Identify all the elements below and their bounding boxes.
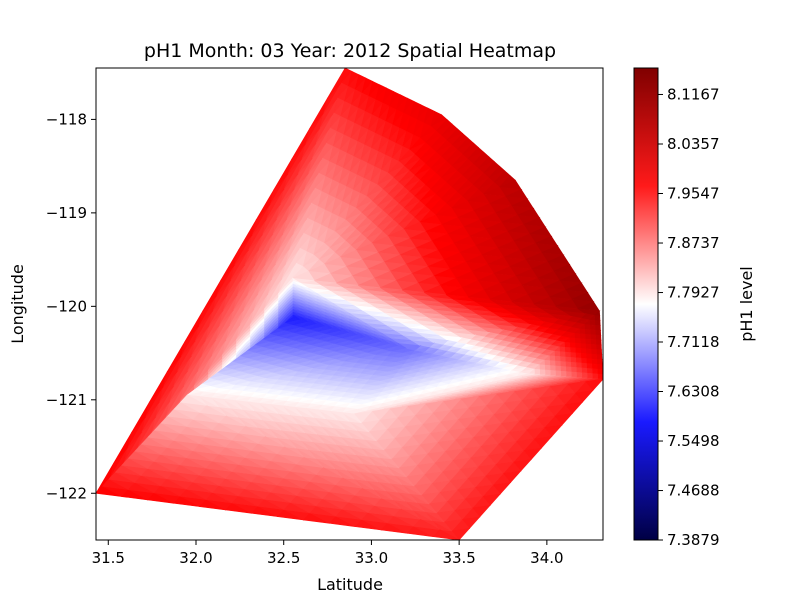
heatmap-cell: [374, 498, 402, 510]
colorbar: [633, 67, 659, 541]
heatmap-cell: [198, 396, 219, 408]
heatmap-cell: [441, 390, 460, 395]
heatmap-cell: [278, 277, 293, 294]
heatmap-cell: [296, 456, 324, 468]
heatmap-cell: [491, 379, 510, 383]
heatmap-cell: [454, 387, 472, 392]
colorbar-tick-label: 7.4688: [667, 482, 720, 500]
heatmap-cell: [467, 357, 483, 364]
heatmap-cell: [485, 361, 501, 367]
x-tick-label: 32.5: [267, 549, 300, 567]
heatmap-cell: [246, 401, 267, 413]
y-axis: −118 −119 −120 −121 −122: [46, 110, 96, 502]
heatmap-cell: [199, 405, 227, 417]
chart-title: pH1 Month: 03 Year: 2012 Spatial Heatmap: [144, 40, 556, 62]
heatmap-cell: [218, 415, 246, 427]
heatmap-cell: [210, 397, 231, 409]
heatmap-cell: [406, 345, 422, 351]
y-tick-label: −118: [46, 110, 87, 128]
heatmap-cell: [393, 508, 421, 520]
plot-frame: [95, 67, 604, 541]
heatmap-cell: [294, 406, 315, 418]
x-tick-label: 33.0: [355, 549, 388, 567]
heatmap-cell: [432, 529, 460, 540]
heatmap-cell: [316, 467, 343, 479]
x-tick-label: 31.5: [92, 549, 125, 567]
heatmap-cell: [238, 425, 266, 437]
x-tick-label: 33.5: [442, 549, 475, 567]
heatmap-cell: [278, 308, 293, 325]
heatmap-cell: [476, 359, 492, 365]
heatmap-cell: [335, 477, 363, 489]
heatmap-cell: [423, 348, 439, 355]
heatmap-cell: [278, 288, 293, 306]
x-axis: 31.5 32.0 32.5 33.0 33.5 34.0: [92, 540, 564, 567]
y-tick-label: −122: [46, 484, 87, 502]
heatmap-cell: [270, 404, 291, 416]
heatmap-cell: [278, 302, 293, 320]
heatmap-cell: [278, 294, 293, 311]
x-tick-label: 34.0: [530, 549, 563, 567]
heatmap-cell: [341, 412, 362, 424]
heatmap-cell: [278, 285, 293, 303]
heatmap-cell: [413, 518, 440, 530]
heatmap-cell: [278, 283, 293, 300]
x-tick-label: 32.0: [179, 549, 212, 567]
heatmap-cell: [441, 352, 457, 358]
heatmap-cell: [306, 408, 326, 420]
heatmap-cell: [278, 280, 293, 297]
heatmap-surface: [96, 68, 603, 540]
heatmap-cell: [516, 373, 535, 377]
heatmap-cell: [494, 363, 510, 369]
heatmap-cell: [277, 446, 304, 458]
colorbar-tick-label: 7.3879: [667, 531, 720, 549]
colorbar-tick-label: 7.5498: [667, 432, 720, 450]
heatmap-cell: [257, 436, 285, 448]
heatmap-cell: [222, 398, 243, 410]
colorbar-tick-label: 7.8737: [667, 234, 720, 252]
heatmap-cell: [391, 402, 410, 406]
heatmap-cell: [278, 297, 293, 314]
colorbar-tick-label: 7.7118: [667, 333, 720, 351]
heatmap-cell: [278, 299, 293, 317]
heatmap-cell: [180, 394, 207, 406]
heatmap-cell: [403, 399, 422, 403]
heatmap-cell: [318, 409, 338, 421]
heatmap-cell: [278, 291, 293, 308]
heatmap-cell: [366, 407, 385, 412]
colorbar-tick-label: 8.0357: [667, 135, 720, 153]
heatmap-cell: [450, 354, 466, 360]
y-tick-label: −120: [46, 297, 87, 315]
heatmap-cell: [278, 305, 293, 322]
heatmap-cell: [429, 393, 447, 397]
heatmap-cell: [378, 404, 397, 409]
y-tick-label: −121: [46, 391, 87, 409]
heatmap-cell: [416, 396, 435, 400]
heatmap-cell: [329, 410, 350, 422]
colorbar-label: pH1 level: [737, 266, 756, 342]
x-axis-label: Latitude: [317, 575, 383, 594]
colorbar-tick-label: 7.7927: [667, 284, 720, 302]
heatmap-cell: [234, 400, 255, 412]
heatmap-cell: [504, 376, 523, 380]
heatmap-cell: [282, 405, 303, 417]
y-tick-label: −119: [46, 204, 87, 222]
heatmap-cell: [459, 356, 474, 362]
colorbar-tick-label: 7.6308: [667, 383, 720, 401]
heatmap-cell: [502, 365, 518, 371]
heatmap-cell: [432, 350, 448, 356]
heatmap-cell: [479, 381, 498, 386]
heatmap-cell: [511, 366, 527, 373]
colorbar-ticks: 7.3879 7.4688 7.5498 7.6308 7.7118 7.7927 7.87…: [658, 85, 720, 549]
heatmap-cell: [258, 402, 279, 414]
heatmap-cell: [415, 347, 431, 353]
heatmap-cell: [466, 384, 485, 389]
colorbar-tick-label: 8.1167: [667, 85, 720, 103]
heatmap-cell: [278, 311, 293, 328]
heatmap-cell: [354, 487, 382, 499]
y-axis-label: Longitude: [8, 264, 27, 344]
colorbar-tick-label: 7.9547: [667, 185, 720, 203]
